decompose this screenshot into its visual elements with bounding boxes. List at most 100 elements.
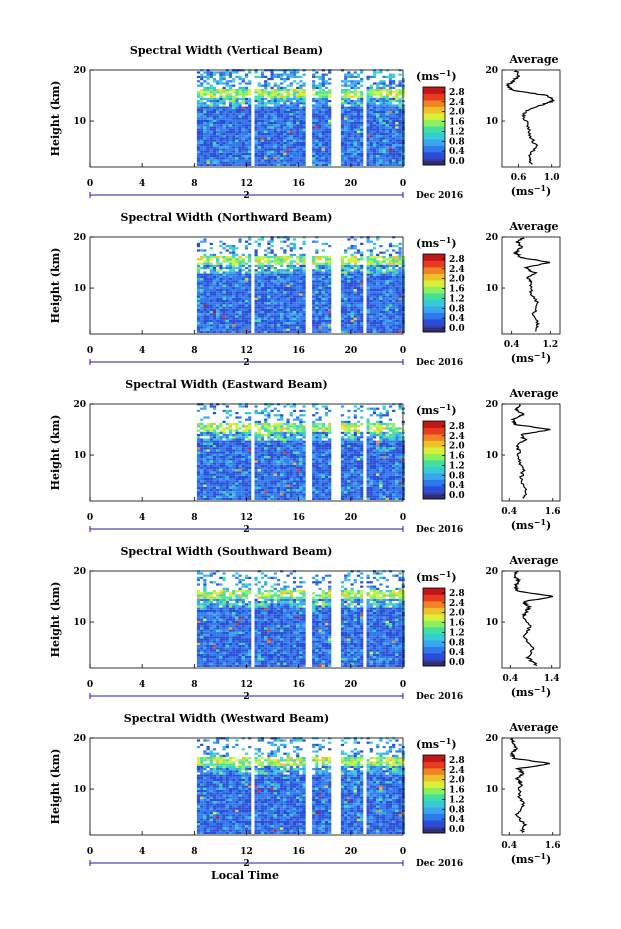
heatmap-cell: [260, 152, 265, 155]
heatmap-cell: [289, 71, 293, 74]
heatmap-cell: [328, 122, 332, 125]
heatmap-cell: [286, 126, 290, 129]
heatmap-cell: [244, 278, 249, 281]
heatmap-cell: [260, 104, 265, 107]
heatmap-cell: [376, 71, 380, 74]
heatmap-cell: [292, 115, 297, 118]
heatmap-cell: [232, 264, 236, 267]
heatmap-cell: [206, 286, 210, 289]
heatmap-cell: [292, 155, 297, 158]
heatmap-cell: [206, 471, 210, 474]
heatmap-cell: [200, 108, 204, 111]
heatmap-cell: [228, 478, 233, 481]
heatmap-cell: [212, 148, 217, 151]
heatmap-cell: [238, 282, 242, 285]
heatmap-cell: [225, 280, 229, 283]
heatmap-cell: [347, 159, 351, 162]
heatmap-cell: [366, 75, 370, 78]
heatmap-cell: [321, 284, 325, 287]
heatmap-cell: [209, 302, 213, 305]
heatmap-cell: [382, 295, 386, 298]
heatmap-cell: [196, 75, 201, 78]
heatmap-cell: [209, 467, 213, 470]
average-x-tick-label: 1.2: [542, 340, 558, 350]
heatmap-cell: [356, 280, 361, 283]
heatmap-cell: [225, 93, 229, 96]
heatmap-cell: [385, 306, 389, 309]
heatmap-cell: [353, 264, 357, 267]
heatmap-cell: [379, 126, 383, 129]
heatmap-cell: [196, 482, 201, 485]
heatmap-cell: [267, 291, 271, 294]
colorbar-swatch: [423, 299, 445, 307]
heatmap-cell: [395, 251, 399, 254]
heatmap-cell: [254, 100, 258, 103]
heatmap-cell: [225, 84, 229, 87]
heatmap-cell: [244, 115, 249, 118]
heatmap-cell: [232, 469, 236, 472]
heatmap-cell: [312, 84, 316, 87]
heatmap-cell: [356, 322, 361, 325]
heatmap-cell: [212, 300, 217, 303]
heatmap-cell: [276, 313, 281, 316]
heatmap-cell: [238, 126, 242, 129]
heatmap-cell: [276, 141, 281, 144]
heatmap-cell: [398, 137, 402, 140]
heatmap-cell: [241, 119, 245, 122]
heatmap-cell: [392, 322, 396, 325]
heatmap-cell: [315, 86, 319, 89]
heatmap-cell: [257, 163, 261, 166]
heatmap-cell: [228, 275, 233, 278]
heatmap-cell: [299, 308, 303, 311]
heatmap-cell: [340, 104, 345, 107]
heatmap-cell: [360, 119, 364, 122]
heatmap-cell: [206, 122, 210, 125]
heatmap-cells: [196, 236, 405, 333]
heatmap-cell: [209, 267, 213, 270]
heatmap-cell: [254, 130, 258, 133]
heatmap-cell: [235, 434, 239, 437]
heatmap-cell: [196, 137, 201, 140]
heatmap-cell: [376, 124, 380, 127]
heatmap-cell: [312, 104, 316, 107]
heatmap-cell: [344, 100, 348, 103]
heatmap-cell: [344, 313, 348, 316]
heatmap-cell: [203, 115, 207, 118]
heatmap-cell: [344, 271, 348, 274]
heatmap-cell: [232, 284, 236, 287]
heatmap-cell: [312, 306, 316, 309]
heatmap-cell: [273, 311, 277, 314]
heatmap-cell: [398, 271, 402, 274]
heatmap-cell: [280, 280, 284, 283]
heatmap-cell: [299, 247, 303, 250]
heatmap-cell: [222, 122, 226, 125]
heatmap-cell: [216, 262, 220, 265]
heatmap-cell: [200, 447, 204, 450]
heatmap-cell: [286, 317, 290, 320]
heatmap-cell: [206, 93, 210, 96]
heatmap-cell: [379, 102, 383, 105]
heatmap-cell: [280, 115, 284, 118]
heatmap-cell: [321, 249, 325, 252]
heatmap-cell: [286, 108, 290, 111]
heatmap-cell: [369, 163, 373, 166]
heatmap-cell: [222, 256, 226, 259]
heatmap-cell: [366, 264, 370, 267]
heatmap-cell: [232, 460, 236, 463]
heatmap-cell: [273, 126, 277, 129]
heatmap-cell: [235, 122, 239, 125]
heatmap-cell: [324, 108, 329, 111]
heatmap-cell: [264, 82, 268, 85]
heatmap-cell: [235, 289, 239, 292]
heatmap-cell: [206, 317, 210, 320]
heatmap-cell: [212, 126, 217, 129]
heatmap-cell: [302, 104, 306, 107]
heatmap-cell: [347, 291, 351, 294]
heatmap-cell: [222, 113, 226, 116]
heatmap-cell: [366, 141, 370, 144]
heatmap-cell: [366, 146, 370, 149]
heatmap-cell: [302, 82, 306, 85]
heatmap-cell: [369, 304, 373, 307]
heatmap-cell: [318, 258, 322, 261]
heatmap-cell: [321, 104, 325, 107]
